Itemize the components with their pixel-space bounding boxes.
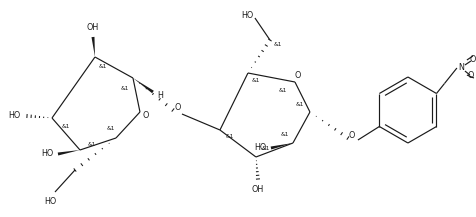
Text: &1: &1 xyxy=(273,43,282,48)
Text: &1: &1 xyxy=(251,79,259,84)
Text: O: O xyxy=(294,71,300,79)
Text: &1: &1 xyxy=(278,87,287,92)
Text: O: O xyxy=(142,112,149,120)
Text: HO: HO xyxy=(41,150,53,158)
Text: &1: &1 xyxy=(61,123,70,128)
Text: O: O xyxy=(469,56,475,64)
Polygon shape xyxy=(91,37,95,57)
Text: OH: OH xyxy=(87,23,99,33)
Polygon shape xyxy=(270,143,292,150)
Text: &1: &1 xyxy=(88,143,96,148)
Text: &1: &1 xyxy=(107,125,115,130)
Text: &1: &1 xyxy=(99,64,107,69)
Text: O: O xyxy=(467,71,473,81)
Text: HO: HO xyxy=(8,112,20,120)
Text: N: N xyxy=(457,64,463,72)
Text: &1: &1 xyxy=(120,87,129,92)
Text: &1: &1 xyxy=(280,133,288,138)
Text: HO: HO xyxy=(44,197,56,205)
Text: H: H xyxy=(157,92,163,100)
Text: OH: OH xyxy=(251,184,264,194)
Text: &1: &1 xyxy=(295,102,304,107)
Text: O: O xyxy=(174,104,181,112)
Text: O: O xyxy=(348,132,354,140)
Text: HO: HO xyxy=(240,10,253,20)
Text: &1: &1 xyxy=(225,133,234,138)
Polygon shape xyxy=(58,150,80,155)
Text: &1: &1 xyxy=(261,146,269,151)
Text: HO: HO xyxy=(253,143,266,153)
Polygon shape xyxy=(133,78,153,93)
